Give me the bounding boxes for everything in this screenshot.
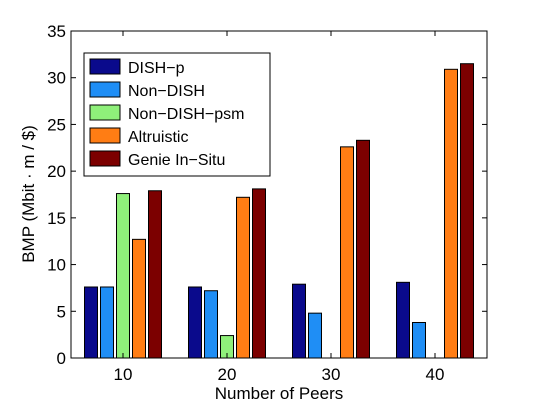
bar	[356, 139, 370, 359]
y-tick-label: 30	[47, 69, 66, 88]
y-tick-label: 25	[47, 115, 66, 134]
x-tick-label: 40	[426, 365, 445, 384]
legend-swatch	[89, 58, 121, 75]
bar	[252, 188, 266, 359]
x-axis-ticks: 10 20 30 40	[114, 31, 445, 384]
y-axis-label: BMP (Mbit · m / $)	[19, 125, 38, 263]
bar	[188, 286, 202, 359]
bar	[292, 283, 306, 359]
y-axis-ticks: 0 5 10 15 20 25 30 35	[47, 22, 487, 368]
y-tick-label: 10	[47, 256, 66, 275]
bars-group	[84, 63, 474, 359]
legend-label: Non−DISH−psm	[128, 106, 245, 123]
y-tick-label: 15	[47, 209, 66, 228]
y-tick-label: 35	[47, 22, 66, 41]
bar	[204, 290, 218, 359]
bar	[116, 193, 130, 359]
legend: DISH−p Non−DISH Non−DISH−psm Altruistic Geni…	[83, 52, 271, 177]
legend-label: Non−DISH	[128, 83, 205, 100]
bar	[148, 190, 162, 359]
bar	[444, 68, 458, 359]
bar	[100, 286, 114, 359]
plot-area: 0 5 10 15 20 25 30 35 10 20 30 40	[47, 22, 488, 384]
x-axis-label: Number of Peers	[215, 384, 344, 403]
x-tick-label: 20	[218, 365, 237, 384]
legend-label: Genie In−Situ	[128, 152, 225, 169]
y-tick-label: 20	[47, 162, 66, 181]
legend-label: Altruistic	[128, 129, 188, 146]
x-tick-label: 30	[322, 365, 341, 384]
bar	[396, 281, 410, 359]
bar	[340, 146, 354, 359]
legend-swatch	[89, 104, 121, 121]
x-tick-label: 10	[114, 365, 133, 384]
bar	[412, 321, 426, 359]
bar	[236, 196, 250, 359]
bar	[132, 238, 146, 359]
bar	[308, 312, 322, 359]
legend-swatch	[89, 150, 121, 167]
bar	[84, 286, 98, 359]
legend-label: DISH−p	[128, 60, 185, 77]
y-tick-label: 5	[57, 302, 66, 321]
bar	[460, 63, 474, 359]
y-tick-label: 0	[57, 349, 66, 368]
legend-swatch	[89, 81, 121, 98]
legend-swatch	[89, 127, 121, 144]
